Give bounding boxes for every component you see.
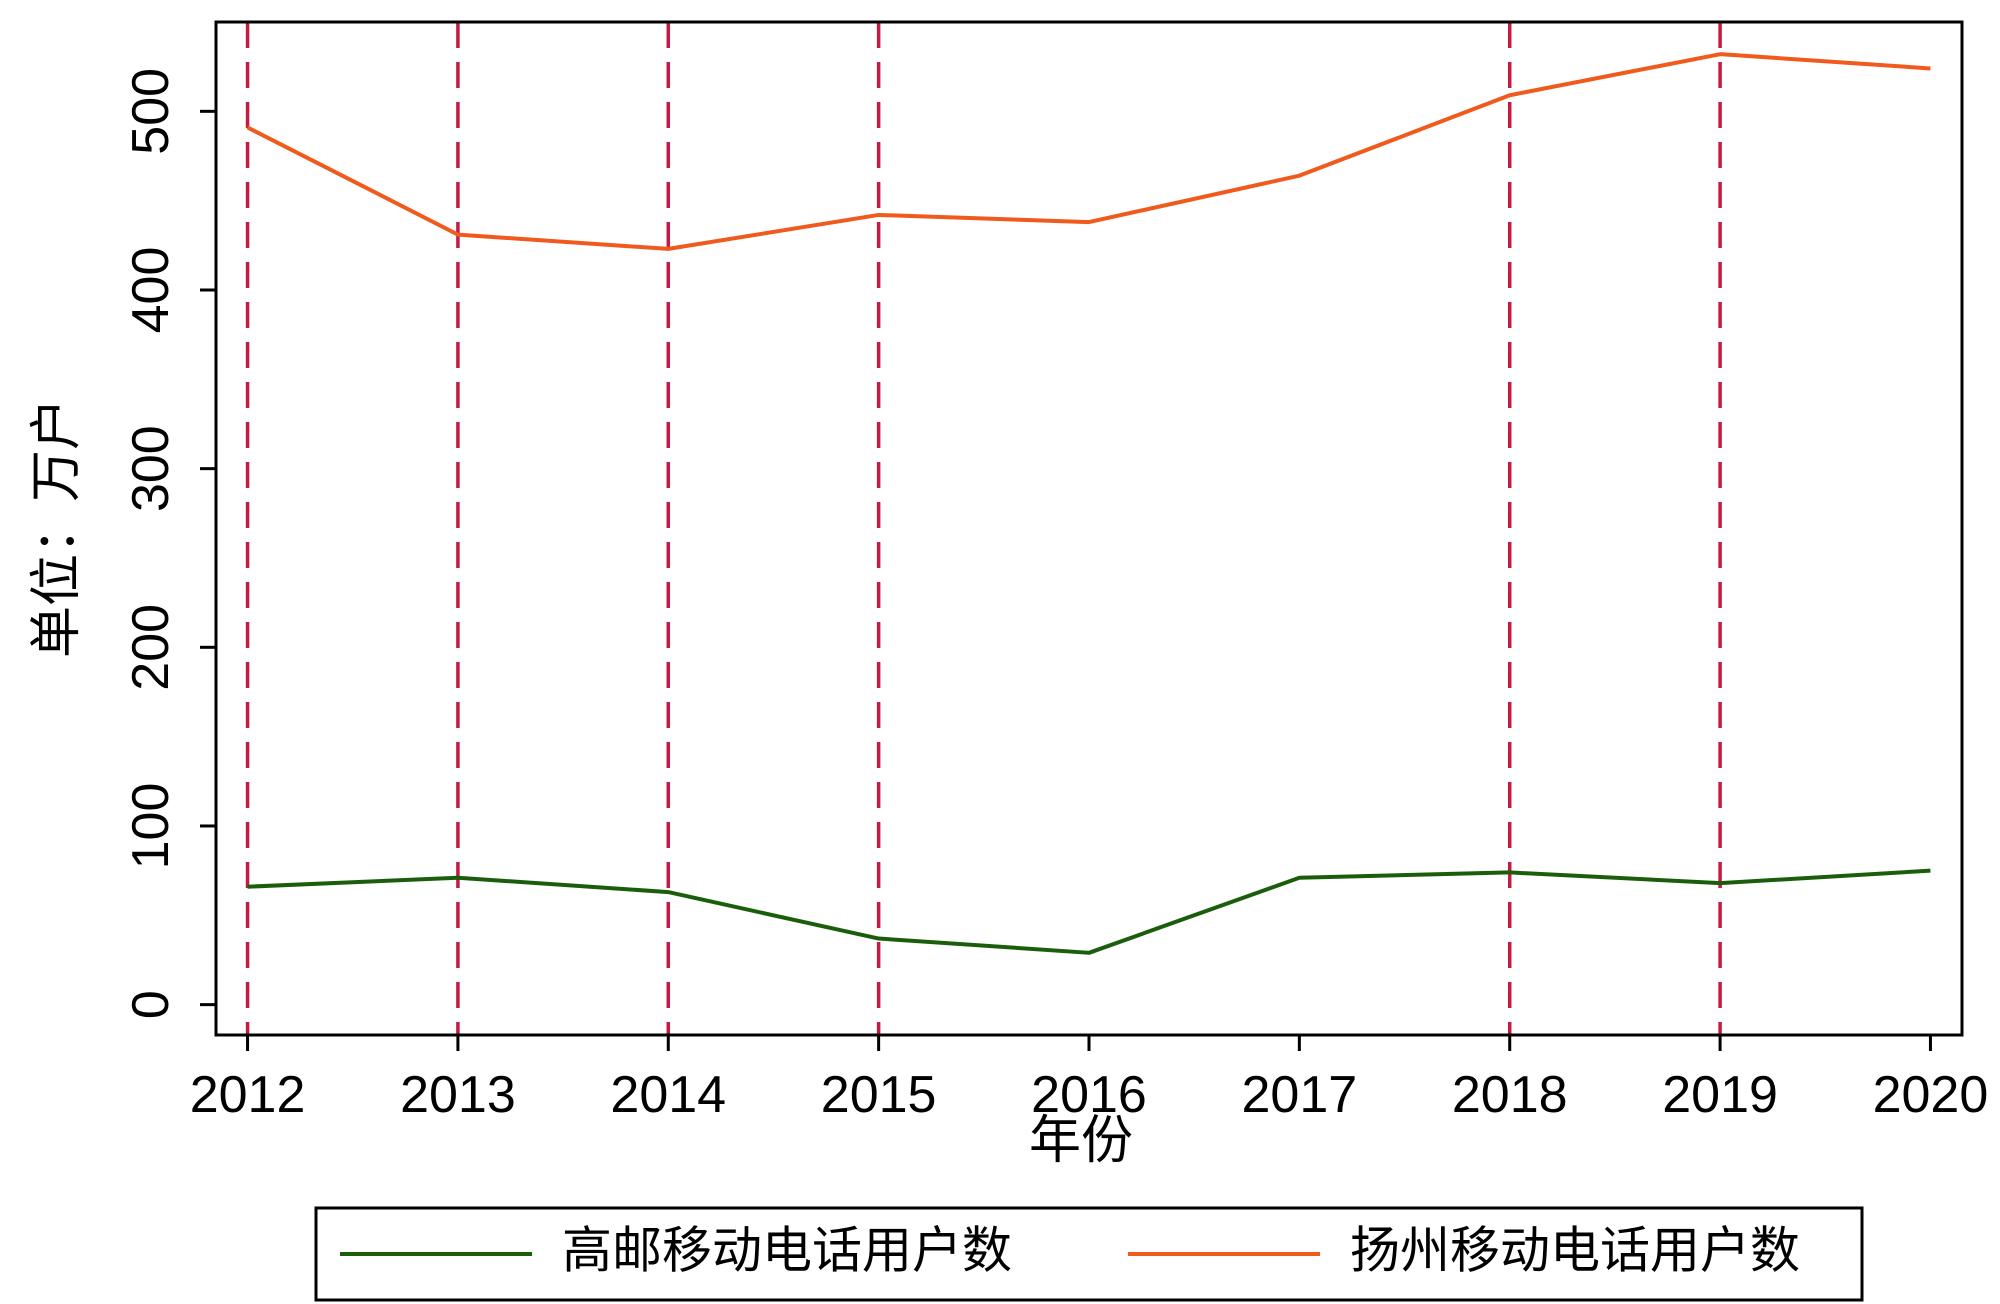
- y-tick-label-0: 0: [122, 990, 180, 1019]
- y-axis-title: 单位：万户: [27, 398, 87, 658]
- legend-label-yangzhou: 扬州移动电话用户数: [1350, 1222, 1800, 1280]
- x-tick-label-2020: 2020: [1873, 1066, 1989, 1124]
- y-tick-label-200: 200: [122, 604, 180, 691]
- x-axis: 2012 2013 2014 2015 2016 2017 2018 2019 2020: [190, 1035, 1989, 1124]
- legend-label-gaoyou: 高邮移动电话用户数: [562, 1222, 1012, 1280]
- x-tick-label-2014: 2014: [610, 1066, 726, 1124]
- x-tick-label-2015: 2015: [821, 1066, 937, 1124]
- legend-box: [314, 1206, 1864, 1302]
- x-axis-title: 年份: [1029, 1111, 1133, 1171]
- y-tick-label-400: 400: [122, 247, 180, 334]
- x-tick-label-2012: 2012: [190, 1066, 306, 1124]
- y-axis: 0 100 200 300 400 500: [122, 68, 216, 1019]
- series-lines: [246, 52, 1931, 955]
- y-tick-label-300: 300: [122, 425, 180, 512]
- series-line-0: [247, 868, 1931, 955]
- x-tick-label-2013: 2013: [400, 1066, 516, 1124]
- x-tick-label-2016: 2016: [1031, 1066, 1147, 1124]
- y-tick-label-500: 500: [122, 68, 180, 155]
- y-tick-label-100: 100: [122, 783, 180, 870]
- x-tick-label-2018: 2018: [1452, 1066, 1568, 1124]
- x-tick-label-2017: 2017: [1242, 1066, 1358, 1124]
- legend: 高邮移动电话用户数 扬州移动电话用户数: [314, 1206, 1864, 1302]
- series-line-1: [246, 52, 1931, 251]
- x-tick-label-2019: 2019: [1662, 1066, 1778, 1124]
- reference-lines: [245, 22, 1722, 1035]
